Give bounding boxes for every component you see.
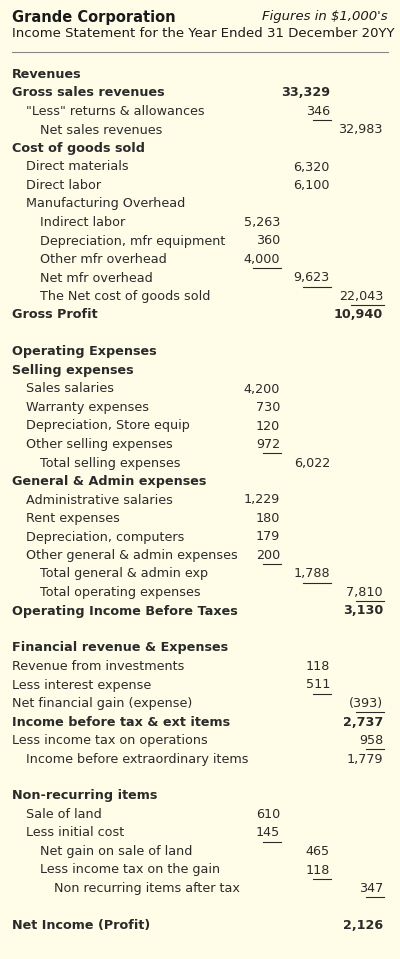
Text: Net gain on sale of land: Net gain on sale of land bbox=[40, 845, 192, 858]
Text: Net Income (Profit): Net Income (Profit) bbox=[12, 919, 150, 932]
Text: 465: 465 bbox=[306, 845, 330, 858]
Text: Selling expenses: Selling expenses bbox=[12, 364, 134, 377]
Text: 118: 118 bbox=[306, 863, 330, 877]
Text: 972: 972 bbox=[256, 438, 280, 451]
Text: Less interest expense: Less interest expense bbox=[12, 679, 151, 691]
Text: Grande Corporation: Grande Corporation bbox=[12, 10, 176, 25]
Text: 10,940: 10,940 bbox=[334, 309, 383, 321]
Text: Sale of land: Sale of land bbox=[26, 808, 102, 821]
Text: Direct labor: Direct labor bbox=[26, 179, 101, 192]
Text: 2,737: 2,737 bbox=[343, 715, 383, 729]
Text: 32,983: 32,983 bbox=[338, 124, 383, 136]
Text: Other mfr overhead: Other mfr overhead bbox=[40, 253, 167, 266]
Text: 360: 360 bbox=[256, 235, 280, 247]
Text: 120: 120 bbox=[256, 419, 280, 433]
Text: Total selling expenses: Total selling expenses bbox=[40, 456, 180, 470]
Text: Revenues: Revenues bbox=[12, 68, 82, 81]
Text: General & Admin expenses: General & Admin expenses bbox=[12, 475, 206, 488]
Text: 730: 730 bbox=[256, 401, 280, 414]
Text: Non recurring items after tax: Non recurring items after tax bbox=[54, 882, 240, 895]
Text: 179: 179 bbox=[256, 530, 280, 544]
Text: 511: 511 bbox=[306, 679, 330, 691]
Text: Gross Profit: Gross Profit bbox=[12, 309, 98, 321]
Text: Revenue from investments: Revenue from investments bbox=[12, 660, 184, 673]
Text: 346: 346 bbox=[306, 105, 330, 118]
Text: Cost of goods sold: Cost of goods sold bbox=[12, 142, 145, 155]
Text: Less income tax on the gain: Less income tax on the gain bbox=[40, 863, 220, 877]
Text: Operating Income Before Taxes: Operating Income Before Taxes bbox=[12, 604, 238, 618]
Text: Warranty expenses: Warranty expenses bbox=[26, 401, 149, 414]
Text: "Less" returns & allowances: "Less" returns & allowances bbox=[26, 105, 205, 118]
Text: 347: 347 bbox=[359, 882, 383, 895]
Text: Financial revenue & Expenses: Financial revenue & Expenses bbox=[12, 642, 228, 654]
Text: Net financial gain (expense): Net financial gain (expense) bbox=[12, 697, 192, 710]
Text: 33,329: 33,329 bbox=[281, 86, 330, 100]
Text: Operating Expenses: Operating Expenses bbox=[12, 345, 157, 359]
Text: 4,000: 4,000 bbox=[244, 253, 280, 266]
Text: 1,229: 1,229 bbox=[244, 494, 280, 506]
Text: Income Statement for the Year Ended 31 December 20YY: Income Statement for the Year Ended 31 D… bbox=[12, 27, 394, 40]
Text: Income before extraordinary items: Income before extraordinary items bbox=[26, 753, 248, 765]
Text: The Net cost of goods sold: The Net cost of goods sold bbox=[40, 290, 210, 303]
Text: 7,810: 7,810 bbox=[346, 586, 383, 599]
Text: 200: 200 bbox=[256, 549, 280, 562]
Text: Net mfr overhead: Net mfr overhead bbox=[40, 271, 153, 285]
Text: 9,623: 9,623 bbox=[294, 271, 330, 285]
Text: Income before tax & ext items: Income before tax & ext items bbox=[12, 715, 230, 729]
Text: 5,263: 5,263 bbox=[244, 216, 280, 229]
Text: Total general & admin exp: Total general & admin exp bbox=[40, 568, 208, 580]
Text: 958: 958 bbox=[359, 734, 383, 747]
Text: 6,022: 6,022 bbox=[294, 456, 330, 470]
Text: 6,100: 6,100 bbox=[294, 179, 330, 192]
Text: Depreciation, computers: Depreciation, computers bbox=[26, 530, 184, 544]
Text: 3,130: 3,130 bbox=[343, 604, 383, 618]
Text: Net sales revenues: Net sales revenues bbox=[40, 124, 162, 136]
Text: Depreciation, Store equip: Depreciation, Store equip bbox=[26, 419, 190, 433]
Text: Other selling expenses: Other selling expenses bbox=[26, 438, 173, 451]
Text: Sales salaries: Sales salaries bbox=[26, 383, 114, 395]
Text: Less income tax on operations: Less income tax on operations bbox=[12, 734, 208, 747]
Text: Administrative salaries: Administrative salaries bbox=[26, 494, 173, 506]
Text: Direct materials: Direct materials bbox=[26, 160, 129, 174]
Text: 180: 180 bbox=[256, 512, 280, 525]
Text: 4,200: 4,200 bbox=[244, 383, 280, 395]
Text: Non-recurring items: Non-recurring items bbox=[12, 789, 157, 803]
Text: Rent expenses: Rent expenses bbox=[26, 512, 120, 525]
Text: 145: 145 bbox=[256, 827, 280, 839]
Text: 1,779: 1,779 bbox=[346, 753, 383, 765]
Text: 1,788: 1,788 bbox=[293, 568, 330, 580]
Text: 118: 118 bbox=[306, 660, 330, 673]
Text: Less initial cost: Less initial cost bbox=[26, 827, 124, 839]
Text: 610: 610 bbox=[256, 808, 280, 821]
Text: Gross sales revenues: Gross sales revenues bbox=[12, 86, 165, 100]
Text: Manufacturing Overhead: Manufacturing Overhead bbox=[26, 198, 185, 210]
Text: Indirect labor: Indirect labor bbox=[40, 216, 125, 229]
Text: 22,043: 22,043 bbox=[339, 290, 383, 303]
Text: 2,126: 2,126 bbox=[343, 919, 383, 932]
Text: Figures in $1,000's: Figures in $1,000's bbox=[262, 10, 388, 23]
Text: 6,320: 6,320 bbox=[294, 160, 330, 174]
Text: Other general & admin expenses: Other general & admin expenses bbox=[26, 549, 238, 562]
Text: (393): (393) bbox=[349, 697, 383, 710]
Text: Total operating expenses: Total operating expenses bbox=[40, 586, 201, 599]
Text: Depreciation, mfr equipment: Depreciation, mfr equipment bbox=[40, 235, 225, 247]
